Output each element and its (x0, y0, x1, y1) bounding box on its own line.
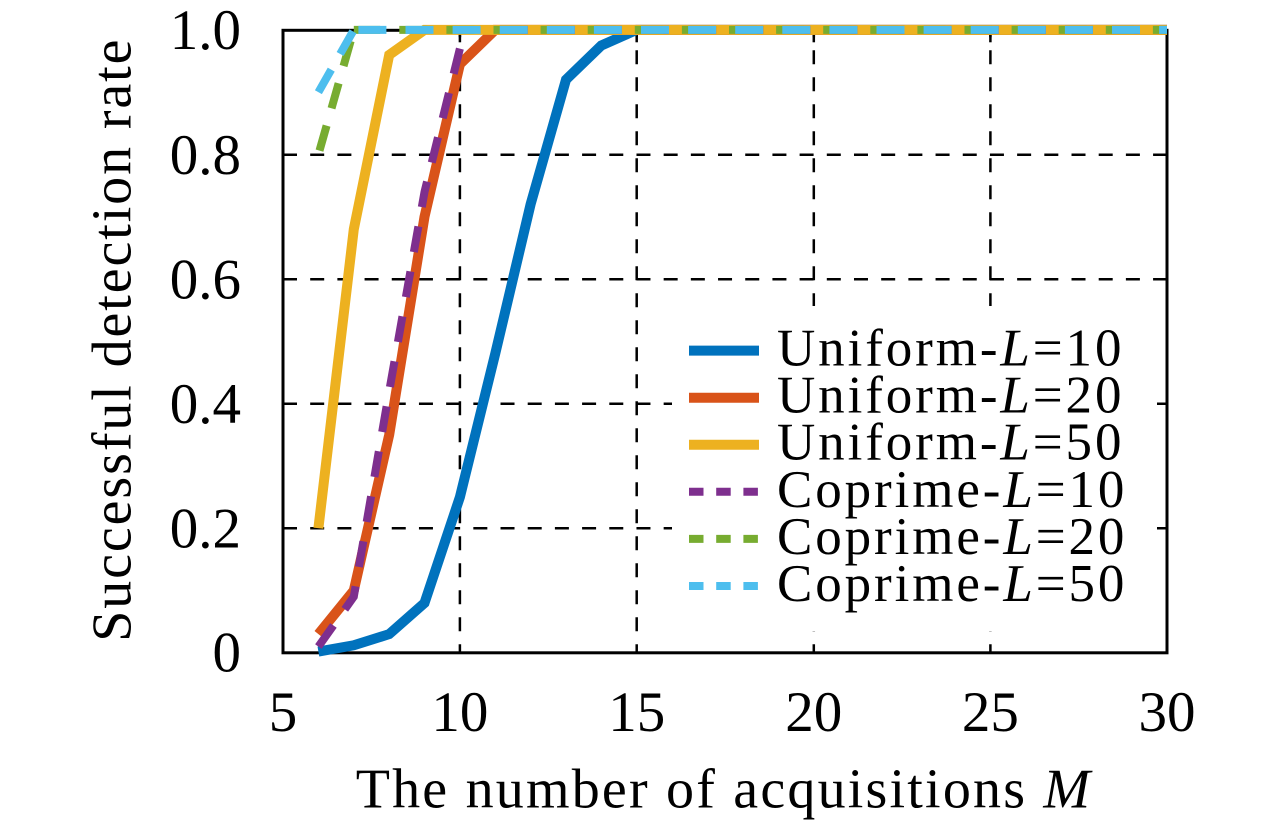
svg-text:Uniform-L=50: Uniform-L=50 (777, 414, 1124, 472)
svg-text:Uniform-L=20: Uniform-L=20 (777, 367, 1124, 425)
svg-text:15: 15 (608, 681, 665, 744)
svg-text:25: 25 (962, 681, 1019, 744)
svg-text:0.8: 0.8 (170, 124, 241, 187)
svg-text:Coprime-L=50: Coprime-L=50 (777, 555, 1127, 613)
svg-text:20: 20 (785, 681, 842, 744)
svg-text:Coprime-L=20: Coprime-L=20 (777, 508, 1127, 566)
svg-text:30: 30 (1139, 681, 1196, 744)
svg-text:0.4: 0.4 (170, 373, 241, 436)
svg-text:Uniform-L=10: Uniform-L=10 (777, 320, 1124, 378)
svg-text:Successful detection rate: Successful detection rate (82, 38, 144, 642)
svg-text:0.6: 0.6 (170, 248, 241, 311)
svg-text:5: 5 (269, 681, 298, 744)
svg-text:0.2: 0.2 (170, 497, 241, 560)
svg-text:10: 10 (431, 681, 488, 744)
svg-text:1.0: 1.0 (170, 0, 241, 62)
svg-text:0: 0 (213, 621, 242, 684)
svg-text:Coprime-L=10: Coprime-L=10 (777, 461, 1127, 519)
svg-text:The number of acquisitions M: The number of acquisitions M (356, 759, 1094, 821)
